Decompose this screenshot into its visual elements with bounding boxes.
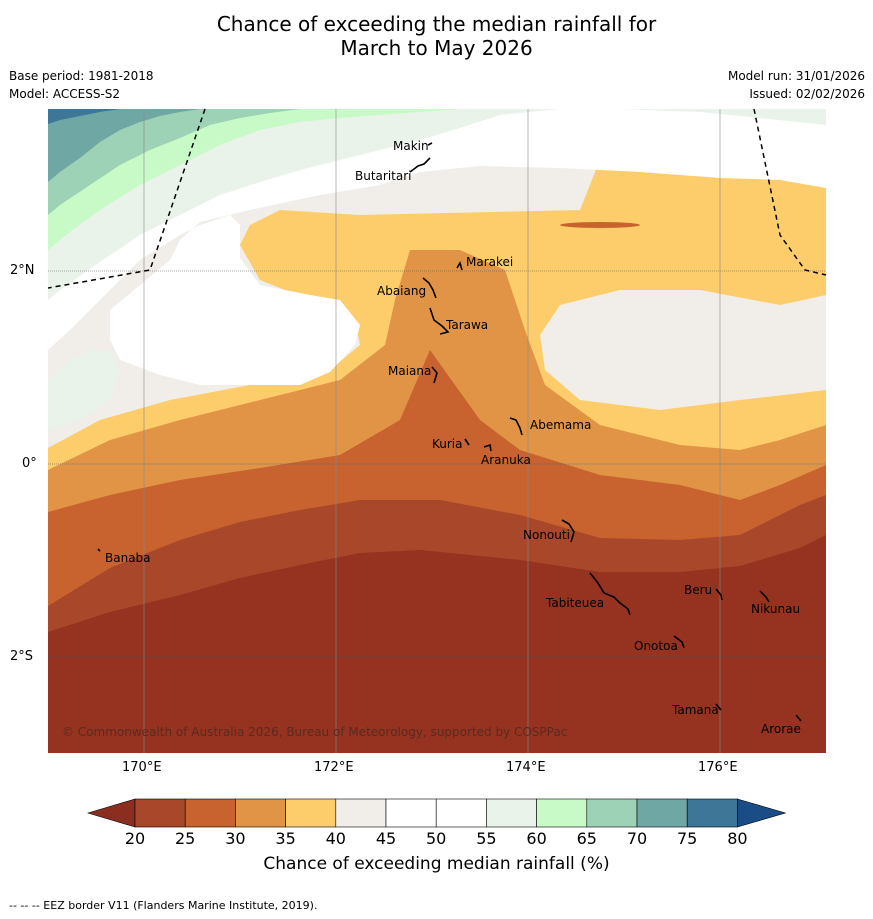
colorbar-swatch-50-55 [435,798,487,828]
fill-65-70 [48,109,300,215]
lon-tick-176e: 176°E [698,760,738,775]
island-label-onotoa: Onotoa [634,639,678,653]
title-line-2: March to May 2026 [340,36,533,60]
meta-left: Base period: 1981-2018 Model: ACCESS-S2 [9,67,154,103]
fill-55-60 [48,109,826,300]
island-label-maiana: Maiana [388,364,431,378]
lat-tick-2s: 2°S [10,649,34,664]
colorbar [86,798,787,828]
colorbar-tick-30: 30 [225,829,246,848]
island-label-nonouti: Nonouti [523,528,570,542]
colorbar-swatch-70-75 [636,798,688,828]
fill-70-75 [48,109,200,182]
island-label-nikunau: Nikunau [751,602,800,616]
island-label-abaiang: Abaiang [377,284,426,298]
island-label-abemama: Abemama [530,418,591,432]
base-period: Base period: 1981-2018 [9,69,154,83]
eez-footnote: -- -- -- EEZ border V11 (Flanders Marine… [9,899,318,912]
lat-tick-2n: 2°N [10,263,35,278]
copyright-text: © Commonwealth of Australia 2026, Bureau… [62,725,567,739]
lon-tick-170e: 170°E [122,760,162,775]
contour-fills [48,109,826,753]
island-label-tamana: Tamana [671,703,719,717]
graticule [48,270,826,658]
colorbar-swatch-25-30 [184,798,236,828]
island-label-makin: Makin [393,139,429,153]
island-label-arorae: Arorae [761,722,801,736]
colorbar-tick-45: 45 [375,829,397,848]
meridians [143,109,721,753]
fill-strip-high [560,222,640,228]
colorbar-tick-25: 25 [175,829,196,848]
island-label-banaba: Banaba [105,551,151,565]
colorbar-tick-55: 55 [476,829,497,848]
fill-white-notch [255,340,270,356]
island-label-tarawa: Tarawa [445,318,488,332]
eez-border [47,108,827,289]
issued-date: Issued: 02/02/2026 [749,87,865,101]
model-name: Model: ACCESS-S2 [9,87,121,101]
island-shapes [97,142,802,722]
colorbar-tick-80: 80 [727,829,748,848]
colorbar-swatch-20-25 [134,798,186,828]
colorbar-tick-70: 70 [626,829,648,848]
lon-tick-172e: 172°E [314,760,354,775]
colorbar-extend-high [737,798,787,828]
colorbar-tick-65: 65 [576,829,597,848]
lat-tick-0: 0° [22,456,37,471]
colorbar-swatch-75-80 [686,798,738,828]
island-label-butaritari: Butaritari [355,169,412,183]
colorbar-swatch-40-45 [335,798,387,828]
island-label-beru: Beru [684,583,712,597]
map-title: Chance of exceeding the median rainfall … [0,12,873,60]
colorbar-tick-40: 40 [325,829,346,848]
colorbar-tick-50: 50 [426,829,447,848]
colorbar-swatch-65-70 [586,798,638,828]
colorbar-swatch-60-65 [536,798,588,828]
colorbar-tick-20: 20 [124,829,146,848]
meta-right: Model run: 31/01/2026 Issued: 02/02/2026 [728,67,865,103]
island-labels: Makin Butaritari Marakei Abaiang Tarawa Maian… [105,139,801,736]
colorbar-extend-low [86,798,136,828]
colorbar-tick-75: 75 [677,829,698,848]
colorbar-swatch-35-40 [285,798,337,828]
colorbar-swatch-30-35 [235,798,286,828]
fill-40-45-right [575,305,826,398]
colorbar-label: Chance of exceeding median rainfall (%) [263,854,610,874]
island-label-tabiteuea: Tabiteuea [545,596,604,610]
colorbar-tick-60: 60 [526,829,547,848]
fill-75-80 [48,109,120,124]
lon-tick-174e: 174°E [506,760,546,775]
colorbar-tick-35: 35 [275,829,296,848]
model-run: Model run: 31/01/2026 [727,69,865,83]
colorbar-swatch-55-60 [486,798,537,828]
colorbar-swatch-45-50 [385,798,437,828]
island-label-kuria: Kuria [432,437,463,451]
fill-white-patch [48,350,120,430]
title-line-1: Chance of exceeding the median rainfall … [216,12,657,36]
island-label-marakei: Marakei [466,255,513,269]
island-label-aranuka: Aranuka [481,453,531,467]
